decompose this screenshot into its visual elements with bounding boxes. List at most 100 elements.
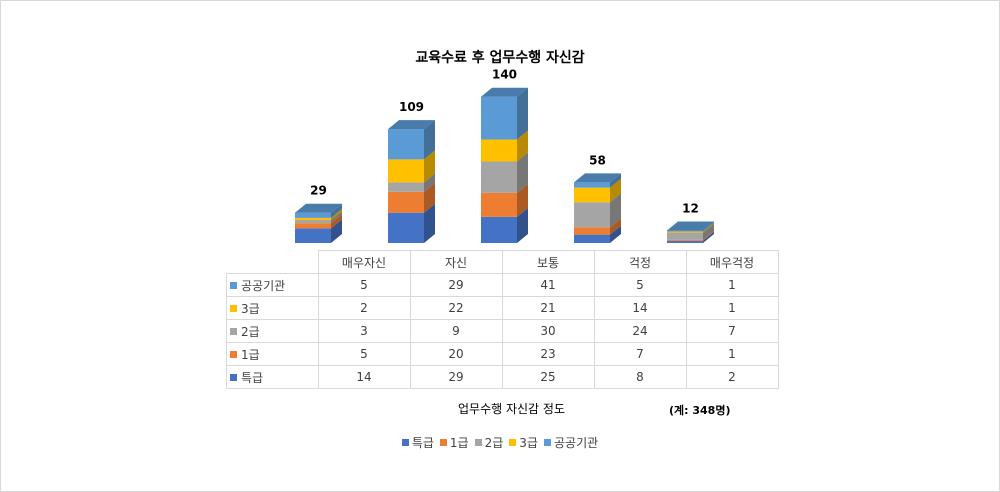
- data-table: 매우자신 자신 보통 걱정 매우걱정 공공기관 5 29 41 5 1 3급 2 22 21 14 1 2급 3 9 3…: [226, 250, 779, 389]
- data-label-total: 58: [589, 153, 606, 167]
- table-cell: 14: [593, 296, 687, 320]
- table-cell: 41: [501, 273, 595, 297]
- bar-segment: [388, 150, 435, 183]
- category-label: 매우자신: [317, 250, 411, 274]
- table-cell: 8: [593, 365, 687, 389]
- table-cell: 5: [317, 273, 411, 297]
- table-cell: 9: [409, 319, 503, 343]
- table-cell: 30: [501, 319, 595, 343]
- bar-segment: [574, 218, 621, 235]
- bar-segment: [295, 208, 342, 221]
- data-label-total: 29: [310, 184, 327, 198]
- total-note: (계: 348명): [669, 404, 731, 417]
- series-swatch-icon: [230, 327, 237, 335]
- series-label: 공공기관: [226, 273, 319, 297]
- series-swatch-icon: [230, 350, 237, 358]
- table-row: 공공기관 5 29 41 5 1: [226, 273, 779, 297]
- bar-top: [388, 120, 435, 130]
- table-cell: 29: [409, 365, 503, 389]
- bar-top: [481, 87, 528, 97]
- table-cell: 5: [317, 342, 411, 366]
- bar-segment: [667, 221, 714, 232]
- table-cell: 7: [593, 342, 687, 366]
- bar-group-2: [388, 120, 435, 243]
- bar-segment: [574, 178, 621, 203]
- bar-top: [667, 221, 714, 231]
- bar-segment: [388, 182, 435, 213]
- category-label: 걱정: [593, 250, 687, 274]
- category-label: 보통: [501, 250, 595, 274]
- bar-group-5: [667, 221, 714, 243]
- table-row: 1급 5 20 23 7 1: [226, 342, 779, 366]
- table-cell: 24: [593, 319, 687, 343]
- bar-segment: [574, 173, 621, 188]
- table-cell: 1: [685, 342, 779, 366]
- table-cell: 14: [317, 365, 411, 389]
- legend-item: 공공기관: [543, 434, 598, 451]
- data-label-total: 109: [399, 100, 424, 114]
- legend-swatch-icon: [509, 439, 517, 446]
- legend-item: 1급: [439, 434, 469, 451]
- table-row: 3급 2 22 21 14 1: [226, 296, 779, 320]
- table-cell: 2: [317, 296, 411, 320]
- table-cell: 7: [685, 319, 779, 343]
- bar-segment: [667, 230, 714, 241]
- bar-segment: [481, 87, 528, 140]
- table-row: 특급 14 29 25 8 2: [226, 365, 779, 389]
- bar-group-4: [574, 173, 621, 243]
- legend-swatch-icon: [474, 439, 482, 446]
- bar-top: [295, 203, 342, 213]
- bar-segment: [667, 231, 714, 243]
- bar-top: [574, 173, 621, 183]
- series-label: 특급: [226, 365, 319, 389]
- bar-segment: [574, 193, 621, 228]
- bar-segment: [295, 219, 342, 243]
- series-swatch-icon: [230, 304, 237, 312]
- bar-segment: [667, 223, 714, 240]
- bar-segment: [388, 203, 435, 243]
- legend: 특급 1급 2급 3급 공공기관: [0, 434, 1000, 451]
- category-label: 매우걱정: [685, 250, 779, 274]
- legend-item: 특급: [401, 434, 434, 451]
- table-cell: 25: [501, 365, 595, 389]
- data-label-total: 140: [492, 68, 517, 82]
- series-label: 3급: [226, 296, 319, 320]
- bar-segment: [388, 120, 435, 160]
- legend-item: 2급: [474, 434, 503, 451]
- legend-swatch-icon: [543, 439, 551, 446]
- bar-segment: [295, 211, 342, 224]
- bar-segment: [481, 152, 528, 193]
- table-cell: 20: [409, 342, 503, 366]
- series-swatch-icon: [230, 373, 237, 381]
- legend-swatch-icon: [401, 439, 409, 446]
- bar-segment: [481, 130, 528, 162]
- table-cell: 3: [317, 319, 411, 343]
- table-cell: 2: [685, 365, 779, 389]
- series-label: 1급: [226, 342, 319, 366]
- table-cell: 23: [501, 342, 595, 366]
- bar-group-1: [295, 203, 342, 243]
- table-cell: 29: [409, 273, 503, 297]
- table-cell: 21: [501, 296, 595, 320]
- bar-segment: [295, 214, 342, 229]
- table-cell: 22: [409, 296, 503, 320]
- bar-group-3: [481, 87, 528, 243]
- table-cell: 5: [593, 273, 687, 297]
- series-label: 2급: [226, 319, 319, 343]
- chart-title: 교육수료 후 업무수행 자신감: [415, 50, 585, 66]
- bar-segment: [481, 207, 528, 243]
- legend-swatch-icon: [439, 439, 447, 446]
- bar-segment: [574, 225, 621, 243]
- table-row: 2급 3 9 30 24 7: [226, 319, 779, 343]
- data-label-total: 12: [682, 201, 699, 215]
- table-corner: [226, 250, 319, 274]
- category-label: 자신: [409, 250, 503, 274]
- x-axis-label: 업무수행 자신감 정도: [458, 402, 565, 416]
- legend-item: 3급: [509, 434, 538, 451]
- bar-segment: [481, 183, 528, 217]
- series-swatch-icon: [230, 281, 237, 289]
- table-cell: 1: [685, 273, 779, 297]
- bar-segment: [388, 173, 435, 192]
